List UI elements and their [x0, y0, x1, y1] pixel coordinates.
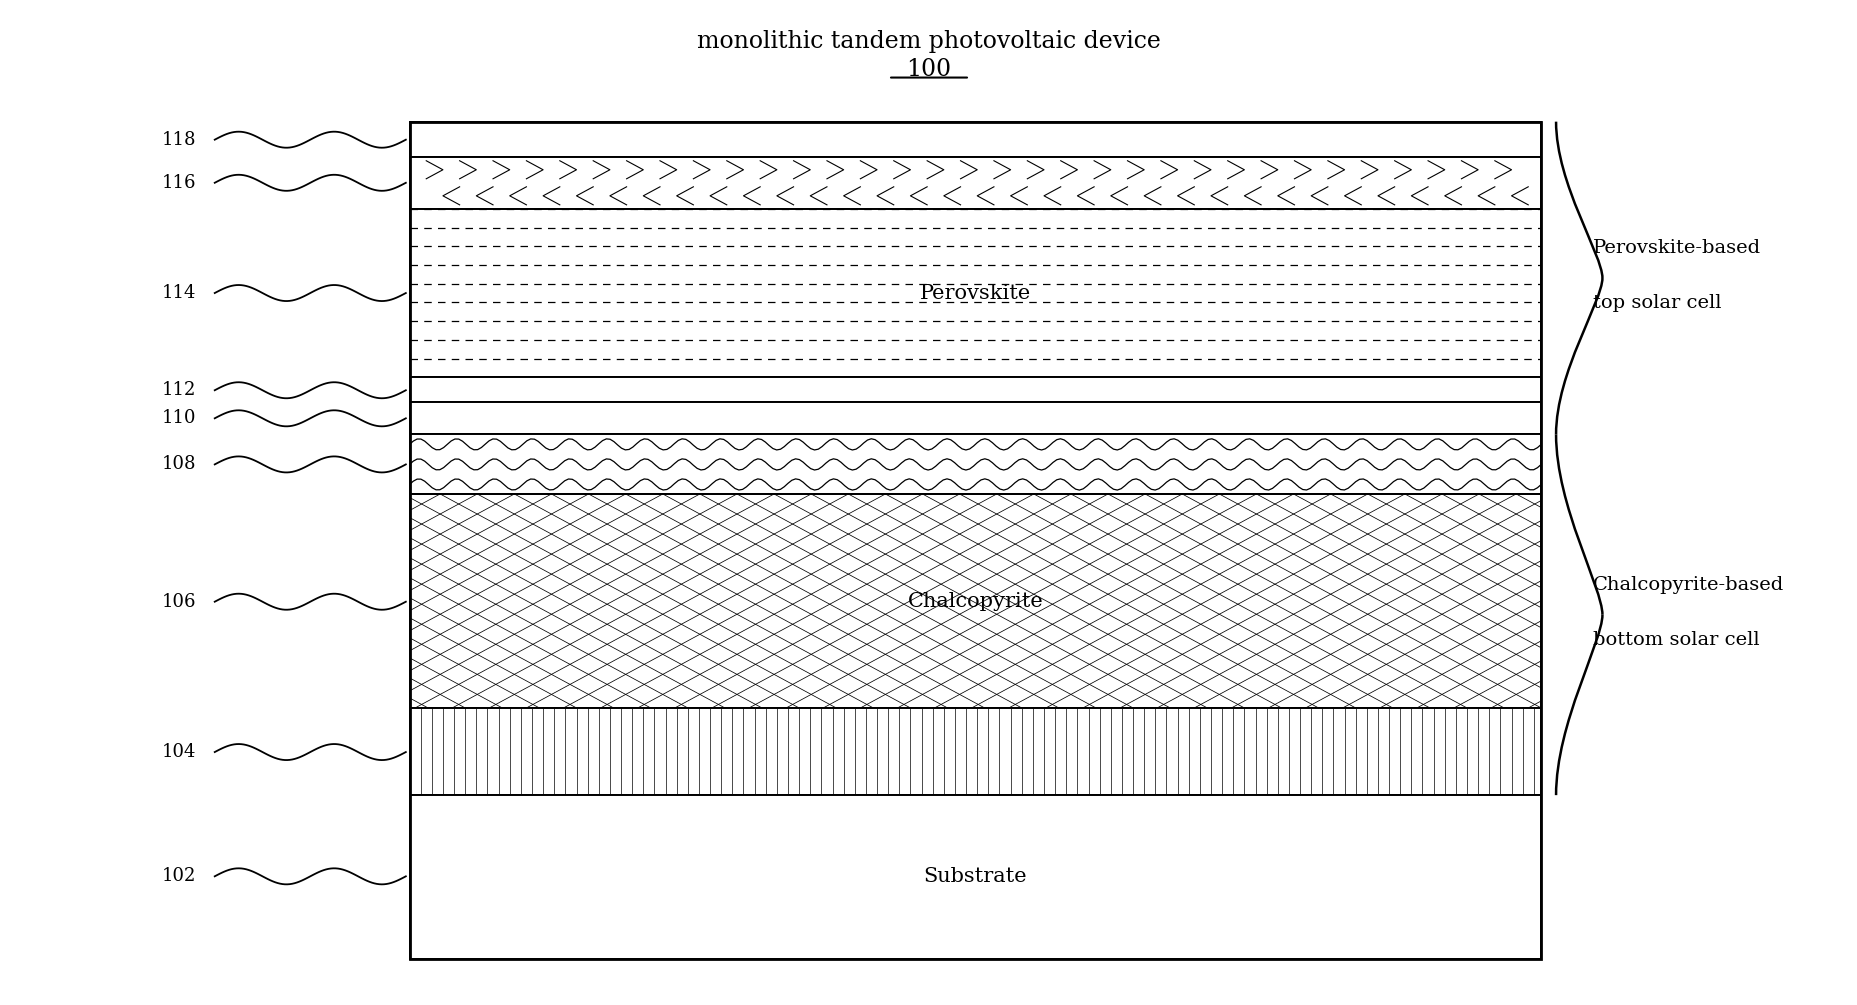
Text: 112: 112 — [162, 381, 197, 399]
Text: 108: 108 — [162, 455, 197, 473]
Text: Perovskite: Perovskite — [919, 283, 1031, 303]
Text: 104: 104 — [162, 743, 197, 761]
Text: 110: 110 — [162, 409, 197, 427]
Text: Chalcopyrite-based: Chalcopyrite-based — [1591, 576, 1783, 594]
Bar — [409, 377, 1541, 402]
Bar — [409, 795, 1541, 959]
Bar — [409, 402, 1541, 434]
Text: top solar cell: top solar cell — [1591, 294, 1721, 313]
Text: 116: 116 — [162, 174, 197, 192]
Text: 102: 102 — [162, 867, 197, 885]
Text: Chalcopyrite: Chalcopyrite — [906, 592, 1042, 611]
Text: 114: 114 — [162, 284, 197, 303]
Text: Perovskite-based: Perovskite-based — [1591, 239, 1760, 257]
Text: 118: 118 — [162, 131, 197, 149]
Text: monolithic tandem photovoltaic device: monolithic tandem photovoltaic device — [696, 30, 1161, 53]
Bar — [409, 157, 1541, 209]
Text: bottom solar cell: bottom solar cell — [1591, 631, 1759, 649]
Text: 100: 100 — [906, 58, 951, 81]
Bar — [409, 122, 1541, 959]
Text: 106: 106 — [162, 593, 197, 611]
Bar — [409, 209, 1541, 377]
Bar — [409, 122, 1541, 157]
Text: Substrate: Substrate — [923, 867, 1027, 886]
Bar — [409, 494, 1541, 708]
Bar — [409, 708, 1541, 795]
Bar — [409, 434, 1541, 494]
